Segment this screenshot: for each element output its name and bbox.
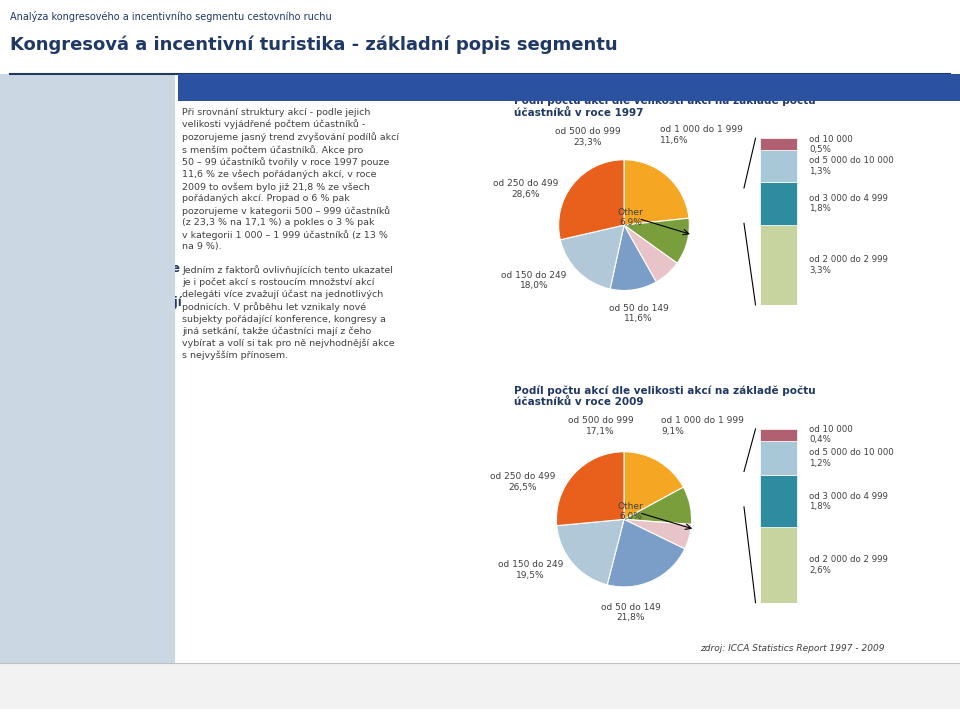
Wedge shape bbox=[624, 225, 677, 282]
Wedge shape bbox=[557, 452, 624, 525]
Text: od 500 do 999
17,1%: od 500 do 999 17,1% bbox=[567, 416, 634, 436]
Text: Kongresová a incentivní turistika - základní popis segmentu: Kongresová a incentivní turistika - zákl… bbox=[10, 35, 617, 54]
Text: od 50 do 149
11,6%: od 50 do 149 11,6% bbox=[609, 303, 668, 323]
Text: od 250 do 499
28,6%: od 250 do 499 28,6% bbox=[493, 179, 559, 199]
Wedge shape bbox=[611, 225, 657, 291]
Text: od 3 000 do 4 999
1,8%: od 3 000 do 4 999 1,8% bbox=[809, 194, 888, 213]
Bar bbox=[760, 440, 797, 475]
Wedge shape bbox=[624, 452, 684, 519]
Wedge shape bbox=[624, 218, 689, 263]
Text: od 150 do 249
19,5%: od 150 do 249 19,5% bbox=[498, 560, 564, 580]
Bar bbox=[760, 527, 797, 603]
Text: Při srovnání struktury akcí - podle jejich
velikosti vyjádřené počtem účastníků : Při srovnání struktury akcí - podle jeji… bbox=[182, 108, 399, 360]
Wedge shape bbox=[624, 519, 691, 549]
Text: od 1 000 do 1 999
11,6%: od 1 000 do 1 999 11,6% bbox=[660, 125, 743, 145]
Text: Statistiky – struktura akcí ve světě: Statistiky – struktura akcí ve světě bbox=[187, 81, 431, 94]
Text: Podíl počtu akcí dle velikosti akcí na základě počtu
účastníků v roce 2009: Podíl počtu akcí dle velikosti akcí na z… bbox=[514, 385, 815, 408]
Text: od 5 000 do 10 000
1,3%: od 5 000 do 10 000 1,3% bbox=[809, 156, 894, 176]
Bar bbox=[760, 475, 797, 527]
Bar bbox=[760, 225, 797, 305]
Bar bbox=[760, 150, 797, 182]
Wedge shape bbox=[624, 487, 691, 525]
Text: od 2 000 do 2 999
2,6%: od 2 000 do 2 999 2,6% bbox=[809, 555, 888, 575]
Text: Dlouhodobý trend: Dlouhodobý trend bbox=[15, 84, 142, 97]
Text: od 10 000
0,5%: od 10 000 0,5% bbox=[809, 135, 853, 154]
Text: od 5 000 do 10 000
1,2%: od 5 000 do 10 000 1,2% bbox=[809, 448, 894, 468]
Wedge shape bbox=[561, 225, 624, 289]
Text: poukazuje na tendenci
rostoucího podílu akcí
s menším počtem
účastníků.

Jedním : poukazuje na tendenci rostoucího podílu … bbox=[15, 136, 181, 342]
Bar bbox=[760, 138, 797, 150]
Text: Other
6,0%: Other 6,0% bbox=[618, 501, 643, 521]
Text: od 2 000 do 2 999
3,3%: od 2 000 do 2 999 3,3% bbox=[809, 255, 888, 274]
Text: od 50 do 149
21,8%: od 50 do 149 21,8% bbox=[601, 603, 660, 623]
Wedge shape bbox=[559, 160, 624, 240]
Text: od 500 do 999
23,3%: od 500 do 999 23,3% bbox=[555, 127, 621, 147]
Text: Other
6,9%: Other 6,9% bbox=[617, 208, 643, 227]
Text: KPMG: KPMG bbox=[20, 681, 57, 691]
Wedge shape bbox=[624, 160, 689, 225]
Text: od 3 000 do 4 999
1,8%: od 3 000 do 4 999 1,8% bbox=[809, 491, 888, 511]
Text: of independent member firms affiliated with KPMG International, a Swiss cooperat: of independent member firms affiliated w… bbox=[277, 691, 683, 700]
Text: Podíl počtu akcí dle velikosti akcí na základě počtu
účastníků v roce 1997: Podíl počtu akcí dle velikosti akcí na z… bbox=[514, 96, 815, 118]
Text: od 1 000 do 1 999
9,1%: od 1 000 do 1 999 9,1% bbox=[661, 416, 744, 436]
Text: © 2011 KPMG Česká republika, s.r.o., a Czech limited liability company and a mem: © 2011 KPMG Česká republika, s.r.o., a C… bbox=[272, 674, 688, 684]
Text: od 10 000
0,4%: od 10 000 0,4% bbox=[809, 425, 853, 445]
Bar bbox=[760, 182, 797, 225]
Bar bbox=[760, 429, 797, 440]
Text: Analýza kongresového a incentivního segmentu cestovního ruchu: Analýza kongresového a incentivního segm… bbox=[10, 11, 331, 22]
Text: zdroj: ICCA Statistics Report 1997 - 2009: zdroj: ICCA Statistics Report 1997 - 200… bbox=[700, 644, 885, 653]
Text: 16: 16 bbox=[915, 679, 936, 693]
Text: od 250 do 499
26,5%: od 250 do 499 26,5% bbox=[490, 472, 555, 492]
Text: od 150 do 249
18,0%: od 150 do 249 18,0% bbox=[501, 271, 566, 291]
Wedge shape bbox=[607, 519, 684, 587]
Wedge shape bbox=[557, 519, 624, 585]
